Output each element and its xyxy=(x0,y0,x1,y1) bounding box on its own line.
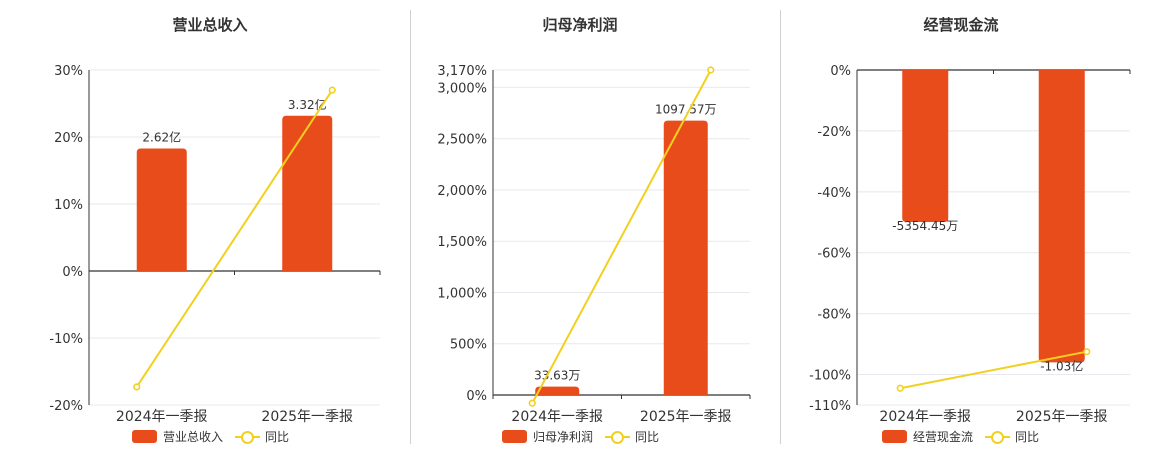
bar xyxy=(282,115,333,272)
y-tick-label: -110% xyxy=(809,399,851,414)
bar xyxy=(663,120,708,396)
chart-title-net-profit: 归母净利润 xyxy=(542,16,618,34)
legend-line-swatch xyxy=(235,430,261,444)
yoy-line xyxy=(900,350,1087,390)
legend-revenue: 营业总收入 同比 xyxy=(132,428,289,444)
legend-cash-flow: 经营现金流 同比 xyxy=(882,428,1039,444)
x-category-label: 2025年一季报 xyxy=(1016,409,1108,425)
legend-bar-swatch xyxy=(882,429,907,443)
yoy-point xyxy=(328,86,336,94)
yoy-point xyxy=(528,399,536,407)
yoy-point xyxy=(133,383,141,391)
y-tick-label: -20% xyxy=(49,399,83,414)
y-tick-label: 10% xyxy=(54,198,83,213)
yoy-point xyxy=(896,384,904,392)
legend-bar-swatch xyxy=(132,429,157,443)
chart-title-revenue: 营业总收入 xyxy=(172,16,248,34)
legend-bar-label: 经营现金流 xyxy=(913,429,974,444)
y-tick-label: 2,000% xyxy=(437,184,487,199)
legend-bar-swatch xyxy=(502,429,527,443)
bar-data-label: 33.63万 xyxy=(534,369,580,383)
y-tick-label: -10% xyxy=(49,332,83,347)
chart-title-cash-flow: 经营现金流 xyxy=(923,16,999,34)
bar-data-label: -1.03亿 xyxy=(1040,358,1083,373)
y-tick-label: -100% xyxy=(809,369,851,384)
y-tick-label: 30% xyxy=(54,64,83,79)
bar-data-label: -5354.45万 xyxy=(892,219,958,233)
legend-bar-label: 归母净利润 xyxy=(533,429,594,444)
legend-line-swatch xyxy=(605,430,631,444)
y-tick-label: 1,000% xyxy=(437,286,487,301)
x-category-label: 2025年一季报 xyxy=(261,409,353,425)
legend-line-label: 同比 xyxy=(1015,429,1040,444)
y-tick-label: 3,170% xyxy=(437,64,487,79)
y-tick-label: -40% xyxy=(817,186,851,201)
y-tick-label: -60% xyxy=(817,247,851,262)
y-tick-label: 20% xyxy=(54,131,83,146)
y-tick-label: -20% xyxy=(817,125,851,140)
y-tick-label: 3,000% xyxy=(437,81,487,96)
bar-data-label: 3.32亿 xyxy=(288,97,327,112)
x-category-label: 2025年一季报 xyxy=(640,409,732,425)
yoy-line xyxy=(531,69,712,404)
x-category-label: 2024年一季报 xyxy=(511,409,603,425)
bar-data-label: 1097.57万 xyxy=(655,103,717,117)
y-tick-label: 1,500% xyxy=(437,235,487,250)
x-category-label: 2024年一季报 xyxy=(116,409,208,425)
y-tick-label: 2,500% xyxy=(437,133,487,148)
bar xyxy=(535,386,580,395)
legend-net-profit: 归母净利润 同比 xyxy=(502,428,659,444)
yoy-point xyxy=(707,66,715,74)
panel-divider xyxy=(410,10,411,444)
yoy-point xyxy=(1083,348,1091,356)
legend-line-label: 同比 xyxy=(635,429,660,444)
x-category-label: 2024年一季报 xyxy=(879,409,971,425)
bar xyxy=(902,70,949,223)
yoy-line xyxy=(135,89,334,388)
y-tick-label: 500% xyxy=(450,338,487,353)
y-tick-label: 0% xyxy=(466,389,487,404)
bar xyxy=(136,148,187,271)
legend-line-label: 同比 xyxy=(265,429,290,444)
bar xyxy=(1038,70,1085,363)
y-tick-label: 0% xyxy=(830,64,851,79)
legend-line-swatch xyxy=(985,430,1011,444)
y-tick-label: -80% xyxy=(817,308,851,323)
y-tick-label: 0% xyxy=(62,265,83,280)
bar-data-label: 2.62亿 xyxy=(142,130,181,145)
panel-divider xyxy=(780,10,781,444)
legend-bar-label: 营业总收入 xyxy=(163,429,224,444)
